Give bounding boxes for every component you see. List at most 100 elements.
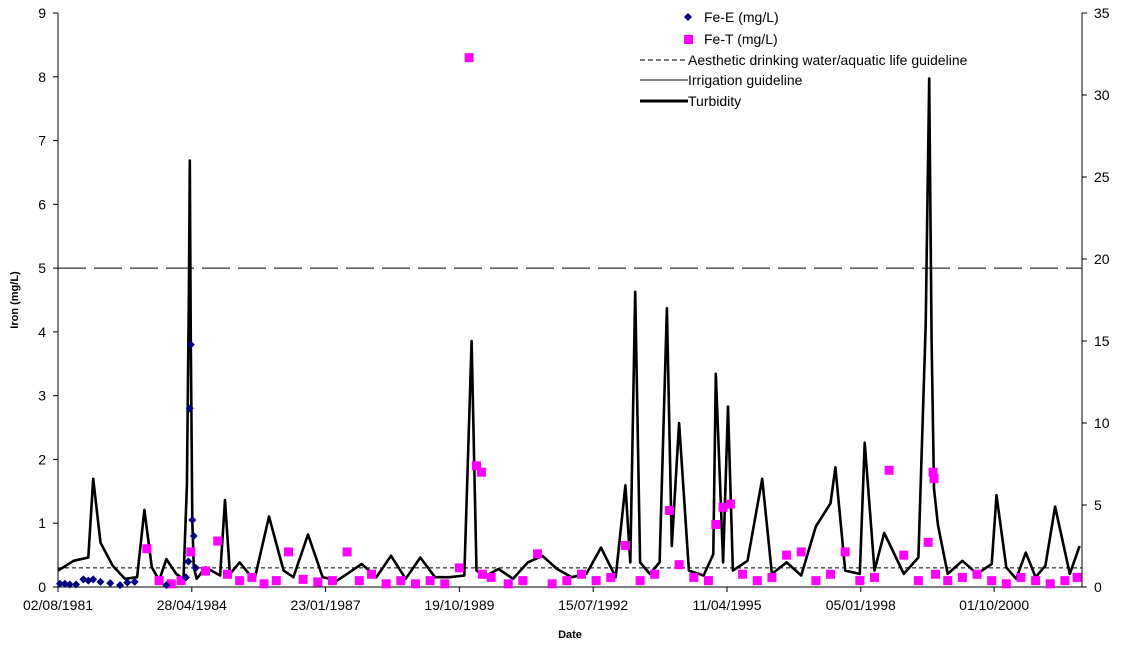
fe-t-point [142, 544, 152, 554]
legend-item-irrigation-guideline: Irrigation guideline [640, 72, 803, 88]
fe-e-point [106, 579, 115, 588]
y2-tick-label: 35 [1094, 5, 1110, 21]
fe-t-series [142, 53, 1082, 589]
fe-t-point [440, 579, 450, 589]
fe-t-point [987, 576, 997, 586]
fe-t-point [923, 537, 933, 547]
x-tick-label: 15/07/1992 [558, 597, 628, 613]
x-tick-label: 28/04/1984 [157, 597, 227, 613]
legend-fe-e-label: Fe-E (mg/L) [704, 9, 779, 25]
fe-e-point [181, 573, 190, 582]
legend-fe-t-label: Fe-T (mg/L) [704, 31, 778, 47]
y2-tick-label: 25 [1094, 169, 1110, 185]
fe-t-point [518, 576, 528, 586]
fe-t-point [186, 547, 196, 557]
fe-t-point [259, 579, 269, 589]
fe-t-point [725, 499, 735, 509]
x-axis-ticks: 02/08/1981 28/04/1984 23/01/1987 19/10/1989… [23, 587, 1029, 613]
fe-t-point [972, 569, 982, 579]
fe-e-point [130, 577, 139, 586]
fe-t-point [689, 572, 699, 582]
fe-t-point [476, 467, 486, 477]
legend-fe-e-marker [684, 13, 692, 21]
legend-turbidity-label: Turbidity [688, 93, 741, 109]
y-tick-label: 4 [38, 324, 46, 340]
fe-t-point [1060, 576, 1070, 586]
fe-t-point [752, 576, 762, 586]
fe-t-point [222, 569, 232, 579]
fe-t-point [313, 577, 323, 587]
y2-tick-label: 10 [1094, 415, 1110, 431]
fe-t-point [154, 576, 164, 586]
fe-t-point [591, 576, 601, 586]
fe-t-point [620, 541, 630, 551]
fe-t-point [213, 536, 223, 546]
fe-t-point [869, 572, 879, 582]
legend-item-fe-t: Fe-T (mg/L) [684, 31, 778, 47]
fe-t-point [1031, 576, 1041, 586]
legend-item-fe-e: Fe-E (mg/L) [684, 9, 779, 25]
fe-e-point [116, 581, 125, 590]
fe-t-point [354, 576, 364, 586]
y-tick-label: 3 [38, 388, 46, 404]
fe-t-point [929, 474, 939, 484]
fe-t-point [464, 53, 474, 63]
fe-t-point [943, 576, 953, 586]
x-tick-label: 23/01/1987 [291, 597, 361, 613]
fe-t-point [562, 576, 572, 586]
plot-area [55, 13, 1083, 590]
fe-t-point [486, 572, 496, 582]
fe-e-point [188, 516, 197, 525]
fe-t-point [235, 576, 245, 586]
fe-t-point [899, 550, 909, 560]
fe-t-point [606, 572, 616, 582]
fe-t-point [928, 467, 938, 477]
fe-t-point [342, 547, 352, 557]
fe-t-point [1001, 579, 1011, 589]
fe-t-point [913, 576, 923, 586]
y-tick-label: 9 [38, 5, 46, 21]
fe-t-point [796, 547, 806, 557]
fe-e-point [185, 404, 194, 413]
fe-t-point [200, 566, 210, 576]
legend: Fe-E (mg/L) Fe-T (mg/L) Aesthetic drinki… [640, 9, 968, 109]
fe-t-point [635, 576, 645, 586]
legend-item-turbidity: Turbidity [640, 93, 741, 109]
fe-t-point [381, 579, 391, 589]
fe-t-point [396, 576, 406, 586]
fe-e-point [186, 340, 195, 349]
fe-e-point [184, 557, 193, 566]
fe-e-point [191, 563, 200, 572]
fe-e-point [96, 577, 105, 586]
fe-t-point [811, 576, 821, 586]
fe-t-point [957, 572, 967, 582]
fe-e-series [55, 340, 200, 590]
fe-t-point [1072, 572, 1082, 582]
fe-t-point [931, 569, 941, 579]
legend-irrigation-label: Irrigation guideline [688, 72, 803, 88]
x-tick-label: 02/08/1981 [23, 597, 93, 613]
fe-t-point [576, 569, 586, 579]
fe-t-point [471, 461, 481, 471]
fe-t-point [711, 519, 721, 529]
fe-t-point [664, 505, 674, 515]
fe-t-point [425, 576, 435, 586]
x-axis-title: Date [558, 629, 582, 641]
y-tick-label: 2 [38, 451, 46, 467]
legend-fe-t-marker [684, 35, 693, 44]
fe-e-point [65, 580, 74, 589]
y2-tick-label: 0 [1094, 579, 1102, 595]
y2-tick-label: 5 [1094, 497, 1102, 513]
fe-t-point [1016, 572, 1026, 582]
fe-t-point [1045, 579, 1055, 589]
fe-t-point [547, 579, 557, 589]
fe-t-point [298, 574, 308, 584]
guideline-lines [58, 267, 1082, 569]
x-tick-label: 19/10/1989 [424, 597, 494, 613]
fe-e-point [162, 581, 171, 590]
y2-tick-label: 20 [1094, 251, 1110, 267]
y-tick-label: 8 [38, 69, 46, 85]
fe-e-point [72, 580, 81, 589]
fe-t-point [166, 579, 176, 589]
